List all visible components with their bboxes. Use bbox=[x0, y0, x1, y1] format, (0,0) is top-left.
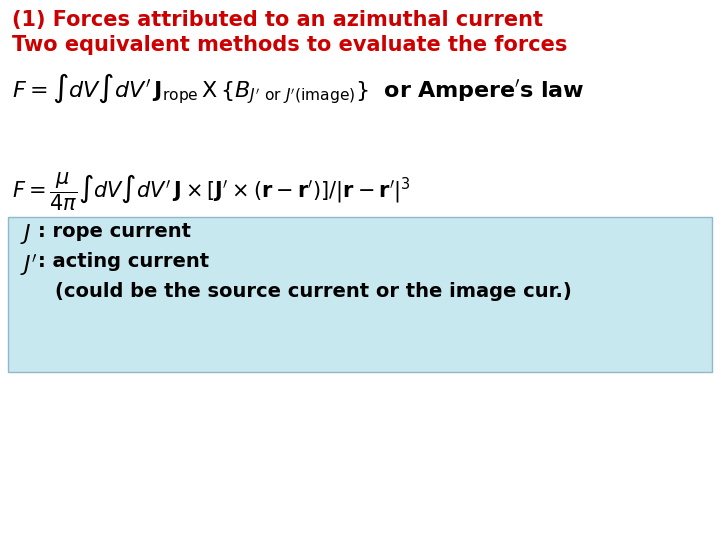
Text: (could be the source current or the image cur.): (could be the source current or the imag… bbox=[55, 282, 572, 301]
Text: (1) Forces attributed to an azimuthal current: (1) Forces attributed to an azimuthal cu… bbox=[12, 10, 543, 30]
Text: Two equivalent methods to evaluate the forces: Two equivalent methods to evaluate the f… bbox=[12, 35, 567, 55]
Text: : rope current: : rope current bbox=[38, 222, 191, 241]
Text: $F = \int dV \int dV^{\prime} \, \mathbf{J}_{\rm rope}\, \mathsf{X} \, \{B_{J^{\: $F = \int dV \int dV^{\prime} \, \mathbf… bbox=[12, 72, 585, 106]
Text: $\mathit{J}^{\prime}$: $\mathit{J}^{\prime}$ bbox=[20, 252, 38, 278]
Text: $F = \dfrac{\mu}{4\pi} \int dV \int dV^{\prime} \,\mathbf{J} \times [\mathbf{J}^: $F = \dfrac{\mu}{4\pi} \int dV \int dV^{… bbox=[12, 170, 411, 213]
FancyBboxPatch shape bbox=[8, 217, 712, 372]
Text: : acting current: : acting current bbox=[38, 252, 209, 271]
Text: $\mathit{J}$: $\mathit{J}$ bbox=[20, 222, 32, 246]
